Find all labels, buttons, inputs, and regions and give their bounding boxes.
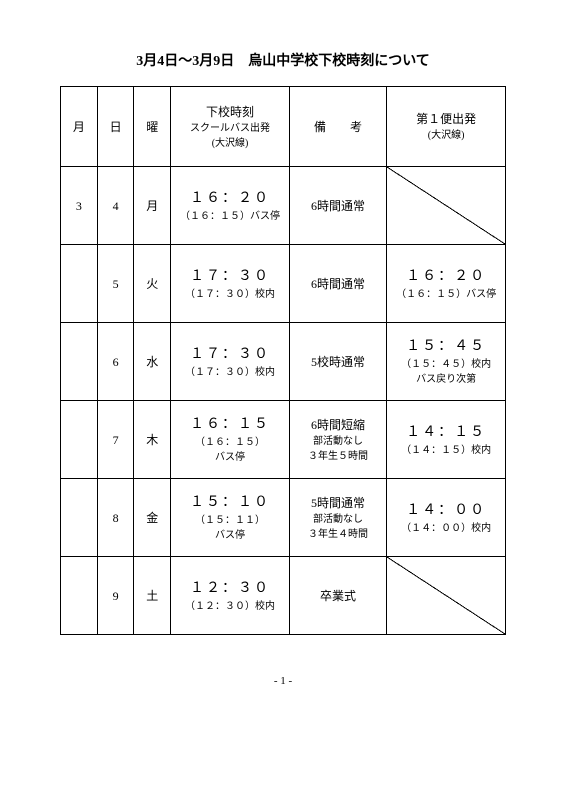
cell-weekday: 水 <box>134 323 171 401</box>
cell-month <box>61 401 98 479</box>
document-page: 3月4日～3月9日 烏山中学校下校時刻について 月 日 曜 下校時刻 スクールバ… <box>0 0 566 717</box>
cell-weekday: 木 <box>134 401 171 479</box>
cell-time: １６：１５（１６：１５）バス停 <box>171 401 290 479</box>
cell-day: 8 <box>97 479 134 557</box>
table-row: 5火１７：３０（１７：３０）校内6時間通常１６：２０（１６：１５）バス停 <box>61 245 506 323</box>
header-month: 月 <box>61 87 98 167</box>
cell-first-bus: １６：２０（１６：１５）バス停 <box>387 245 506 323</box>
cell-weekday: 火 <box>134 245 171 323</box>
cell-note: 卒業式 <box>289 557 386 635</box>
cell-day: 7 <box>97 401 134 479</box>
cell-time: １５：１０（１５：１１）バス停 <box>171 479 290 557</box>
header-note: 備 考 <box>289 87 386 167</box>
schedule-table: 月 日 曜 下校時刻 スクールバス出発 (大沢線) 備 考 第１便出発 (大沢線… <box>60 86 506 635</box>
table-row: 7木１６：１５（１６：１５）バス停6時間短縮部活動なし３年生５時間１４：１５（１… <box>61 401 506 479</box>
cell-day: 5 <box>97 245 134 323</box>
header-day: 日 <box>97 87 134 167</box>
cell-first-bus: １４：１５（１４：１５）校内 <box>387 401 506 479</box>
cell-day: 4 <box>97 167 134 245</box>
table-header-row: 月 日 曜 下校時刻 スクールバス出発 (大沢線) 備 考 第１便出発 (大沢線… <box>61 87 506 167</box>
cell-note: 6時間通常 <box>289 245 386 323</box>
cell-month <box>61 557 98 635</box>
cell-month: 3 <box>61 167 98 245</box>
cell-note: 5校時通常 <box>289 323 386 401</box>
cell-first-bus: １５：４５（１５：４５）校内バス戻り次第 <box>387 323 506 401</box>
table-row: 6水１７：３０（１７：３０）校内5校時通常１５：４５（１５：４５）校内バス戻り次… <box>61 323 506 401</box>
cell-month <box>61 479 98 557</box>
cell-weekday: 金 <box>134 479 171 557</box>
cell-first-bus <box>387 557 506 635</box>
cell-note: 6時間短縮部活動なし３年生５時間 <box>289 401 386 479</box>
cell-time: １２：３０（１２：３０）校内 <box>171 557 290 635</box>
cell-month <box>61 323 98 401</box>
header-first: 第１便出発 (大沢線) <box>387 87 506 167</box>
cell-note: 6時間通常 <box>289 167 386 245</box>
cell-weekday: 月 <box>134 167 171 245</box>
cell-time: １７：３０（１７：３０）校内 <box>171 323 290 401</box>
cell-month <box>61 245 98 323</box>
cell-time: １６：２０（１６：１５）バス停 <box>171 167 290 245</box>
table-row: 9土１２：３０（１２：３０）校内卒業式 <box>61 557 506 635</box>
page-title: 3月4日～3月9日 烏山中学校下校時刻について <box>60 50 506 70</box>
header-weekday: 曜 <box>134 87 171 167</box>
cell-first-bus: １４：００（１４：００）校内 <box>387 479 506 557</box>
table-row: 34月１６：２０（１６：１５）バス停6時間通常 <box>61 167 506 245</box>
cell-day: 9 <box>97 557 134 635</box>
cell-first-bus <box>387 167 506 245</box>
page-number: - 1 - <box>60 675 506 687</box>
cell-note: 5時間通常部活動なし３年生４時間 <box>289 479 386 557</box>
table-row: 8金１５：１０（１５：１１）バス停5時間通常部活動なし３年生４時間１４：００（１… <box>61 479 506 557</box>
cell-weekday: 土 <box>134 557 171 635</box>
cell-day: 6 <box>97 323 134 401</box>
header-time: 下校時刻 スクールバス出発 (大沢線) <box>171 87 290 167</box>
cell-time: １７：３０（１７：３０）校内 <box>171 245 290 323</box>
